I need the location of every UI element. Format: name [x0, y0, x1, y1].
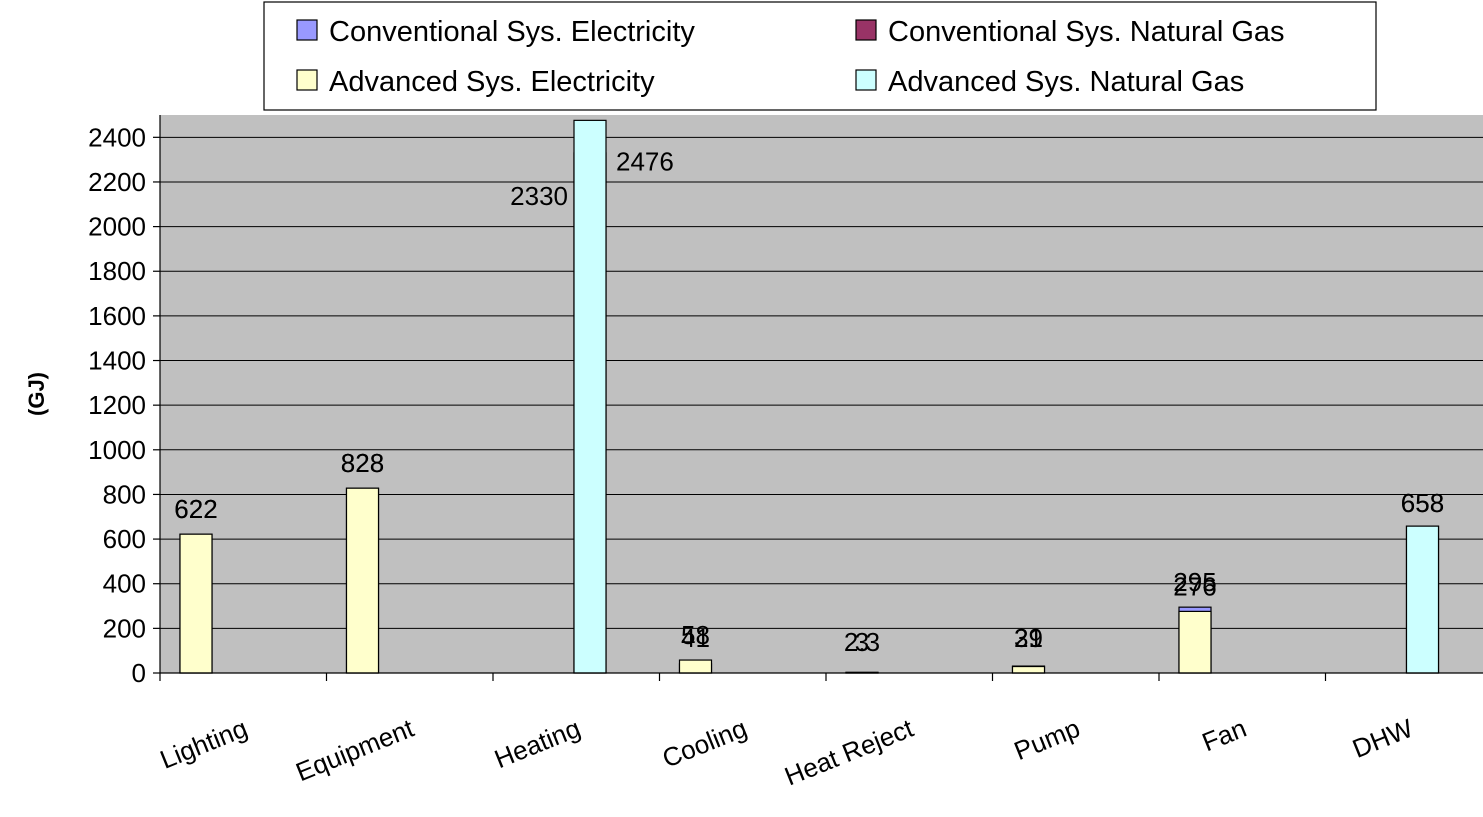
y-tick-label: 200: [103, 613, 146, 643]
legend-swatch: [296, 19, 318, 41]
x-category-label: Heating: [490, 713, 584, 774]
data-label: 2330: [510, 181, 568, 211]
data-label: 58: [681, 620, 710, 650]
legend: Conventional Sys. Electricity Conventiona…: [263, 1, 1377, 111]
y-tick-label: 0: [132, 658, 146, 688]
y-tick-label: 1600: [88, 301, 146, 331]
y-tick-label: 1400: [88, 346, 146, 376]
axes: [153, 115, 1483, 681]
data-label: 3: [855, 627, 869, 657]
y-tick-label: 800: [103, 479, 146, 509]
bar: [678, 659, 713, 674]
bar: [345, 487, 380, 674]
y-tick-label: 1000: [88, 435, 146, 465]
bars: [179, 119, 1440, 674]
x-category-label: Fan: [1198, 713, 1251, 758]
x-category-label: Pump: [1010, 713, 1084, 766]
data-label: 828: [341, 448, 384, 478]
data-label: 2.3: [844, 627, 880, 657]
legend-swatch: [855, 69, 877, 91]
y-tick-label: 600: [103, 524, 146, 554]
plot-area: [160, 115, 1483, 673]
data-label: 658: [1401, 488, 1444, 518]
data-label: 295: [1173, 567, 1216, 597]
y-tick-label: 1200: [88, 390, 146, 420]
bar: [179, 533, 213, 674]
legend-swatch: [855, 19, 877, 41]
legend-label: Advanced Sys. Natural Gas: [888, 66, 1244, 98]
data-label: 29: [1014, 623, 1043, 653]
legend-label: Conventional Sys. Electricity: [329, 16, 695, 48]
y-tick-label: 2000: [88, 212, 146, 242]
legend-swatch: [296, 69, 318, 91]
x-category-label: Heat Reject: [780, 712, 918, 791]
legend-label: Advanced Sys. Electricity: [329, 66, 655, 98]
x-category-label: Equipment: [291, 712, 418, 787]
legend-label: Conventional Sys. Natural Gas: [888, 16, 1285, 48]
gridlines: [160, 136, 1483, 629]
data-label: 828: [341, 448, 384, 478]
data-label: 2476: [616, 146, 674, 176]
y-tick-label: 2200: [88, 167, 146, 197]
y-tick-label: 400: [103, 569, 146, 599]
bar: [1011, 665, 1046, 674]
bar: [573, 119, 607, 674]
bar: [1405, 525, 1440, 674]
data-label: 622: [174, 494, 217, 524]
data-label: 658: [1401, 488, 1444, 518]
bar: [1178, 610, 1212, 674]
data-label: 622: [174, 494, 217, 524]
x-category-labels: Lighting Equipment Heating Cooling Heat Reje…: [156, 712, 1418, 791]
data-label: 41: [681, 623, 710, 653]
y-tick-label: 1800: [88, 256, 146, 286]
data-label: 276: [1173, 571, 1216, 601]
y-axis-label: (GJ): [24, 372, 49, 416]
data-label: 31: [1014, 623, 1043, 653]
y-tick-label: 2400: [88, 122, 146, 152]
x-category-label: Lighting: [156, 713, 252, 775]
legend-box: [263, 1, 1377, 111]
x-category-label: DHW: [1348, 713, 1417, 764]
y-tick-labels: 0 200 400 600 800 1000 1200 1400 1600 1800 2000 220…: [88, 122, 146, 688]
x-category-label: Cooling: [658, 713, 751, 774]
